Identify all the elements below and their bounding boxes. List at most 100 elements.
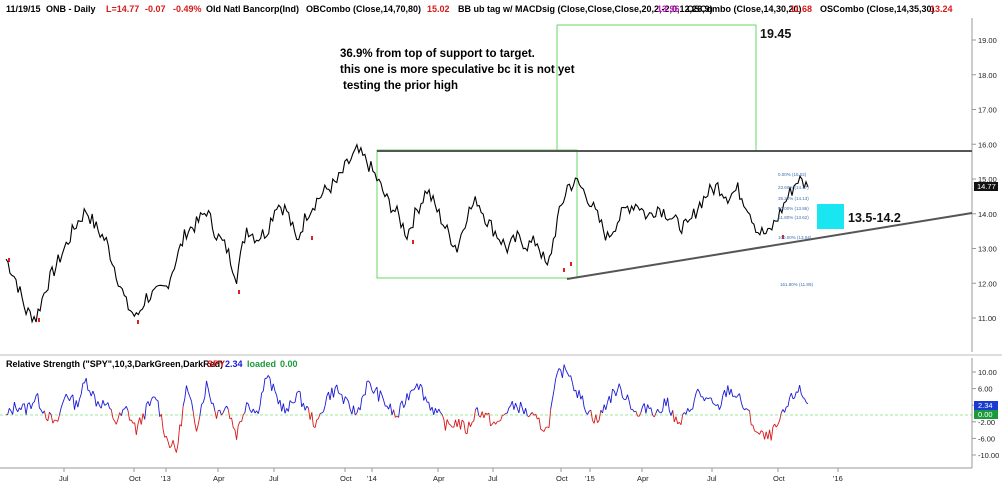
rs-segment bbox=[543, 427, 547, 432]
rs-segment bbox=[80, 383, 84, 395]
price-tick-label: 15.00 bbox=[978, 175, 997, 184]
rs-segment bbox=[774, 423, 777, 428]
rs-segment bbox=[498, 420, 501, 422]
rs-segment bbox=[227, 409, 231, 419]
rs-segment bbox=[381, 394, 385, 401]
rs-segment bbox=[448, 423, 451, 426]
rs-segment bbox=[23, 403, 27, 415]
header-study2: BB ub tag w/ MACDsig (Close,Close,Close,… bbox=[458, 4, 713, 14]
rs-segment bbox=[441, 414, 445, 420]
rs-segment bbox=[307, 407, 311, 420]
rs-segment bbox=[714, 404, 717, 407]
rs-segment bbox=[508, 405, 511, 409]
rs-segment bbox=[643, 403, 647, 414]
rs-segment bbox=[165, 436, 169, 442]
rs-segment bbox=[311, 412, 314, 427]
rs-segment bbox=[92, 390, 96, 396]
fib-level-label: 100.00% (13.04) bbox=[778, 235, 812, 240]
rs-segment bbox=[207, 388, 211, 397]
rs-segment bbox=[294, 392, 298, 403]
rs-segment bbox=[64, 393, 67, 399]
rs-segment bbox=[242, 412, 246, 415]
rs-segment bbox=[640, 406, 644, 413]
rs-segment bbox=[493, 421, 496, 425]
rs-segment bbox=[717, 404, 720, 410]
fib-level-label: 61.80% (13.62) bbox=[778, 215, 809, 220]
rs-segment bbox=[612, 388, 615, 392]
rs-segment bbox=[587, 411, 590, 415]
rs-segment bbox=[431, 407, 435, 415]
header-last: L=14.77 bbox=[106, 4, 139, 14]
rs-segment bbox=[610, 389, 613, 403]
rs-segment bbox=[257, 406, 261, 414]
rs-segment bbox=[20, 404, 24, 411]
rs-segment bbox=[645, 404, 649, 414]
rs-segment bbox=[324, 396, 328, 406]
rs-segment bbox=[237, 421, 241, 426]
rs-segment bbox=[338, 392, 341, 395]
rs-segment bbox=[650, 407, 654, 416]
rs-segment bbox=[319, 412, 322, 414]
rs-segment bbox=[261, 390, 264, 394]
header-symbol: ONB - Daily bbox=[46, 4, 96, 14]
rs-segment bbox=[540, 428, 543, 431]
header-study1-value: 15.02 bbox=[427, 4, 450, 14]
note-line-2: this one is more speculative bc it is no… bbox=[340, 64, 575, 76]
rs-segment bbox=[348, 401, 351, 410]
rs-segment bbox=[154, 396, 157, 401]
rs-segment bbox=[765, 431, 769, 440]
rs-segment bbox=[620, 388, 623, 398]
rs-segment bbox=[662, 398, 665, 411]
price-marker bbox=[8, 258, 10, 262]
rs-segment bbox=[471, 420, 475, 423]
rs-segment bbox=[460, 419, 463, 430]
rs-segment bbox=[276, 395, 279, 405]
rs-segment bbox=[151, 396, 154, 400]
rs-segment bbox=[760, 430, 764, 433]
rs-segment bbox=[551, 390, 555, 400]
target-label: 19.45 bbox=[760, 27, 791, 41]
rs-segment bbox=[473, 409, 476, 422]
rs-segment bbox=[85, 378, 89, 391]
rs-segment bbox=[65, 393, 69, 398]
rs-tick-label: -2.00 bbox=[978, 418, 995, 427]
time-tick-label: Jul bbox=[59, 474, 69, 483]
rs-segment bbox=[333, 387, 336, 398]
rs-segment bbox=[184, 385, 187, 399]
rs-segment bbox=[722, 390, 725, 396]
rs-segment bbox=[495, 421, 498, 425]
rs-segment bbox=[408, 391, 411, 401]
rs-segment bbox=[603, 404, 607, 410]
rs-segment bbox=[378, 390, 381, 402]
rs-segment bbox=[421, 386, 425, 401]
rs-segment bbox=[236, 425, 239, 440]
rs-segment bbox=[617, 383, 620, 391]
rs-segment bbox=[786, 405, 789, 408]
rs-segment bbox=[271, 383, 274, 391]
rs-segment bbox=[331, 387, 334, 398]
time-tick-label: Oct bbox=[556, 474, 569, 483]
rs-segment bbox=[109, 408, 112, 410]
rs-segment bbox=[483, 412, 486, 419]
rs-segment bbox=[383, 399, 386, 407]
header-study2-value: 13.96 bbox=[657, 4, 680, 14]
rs-segment bbox=[59, 407, 62, 415]
rs-segment bbox=[406, 393, 410, 401]
rs-segment bbox=[687, 408, 690, 412]
rs-segment bbox=[502, 414, 505, 417]
rs-segment bbox=[740, 401, 744, 408]
rs-segment bbox=[69, 396, 72, 401]
rs-segment bbox=[635, 410, 639, 417]
rs-segment bbox=[314, 419, 318, 428]
note-line-3: testing the prior high bbox=[343, 80, 458, 92]
rs-segment bbox=[528, 413, 531, 418]
price-tick-label: 12.00 bbox=[978, 279, 997, 288]
rs-segment bbox=[563, 364, 567, 370]
rs-segment bbox=[718, 405, 722, 410]
rs-segment bbox=[705, 397, 709, 400]
rs-segment bbox=[62, 397, 65, 403]
rs-segment bbox=[47, 412, 50, 422]
rs-segment bbox=[515, 402, 518, 409]
fib-level-label: 23.60% (14.47) bbox=[778, 185, 809, 190]
rs-segment bbox=[167, 441, 171, 448]
